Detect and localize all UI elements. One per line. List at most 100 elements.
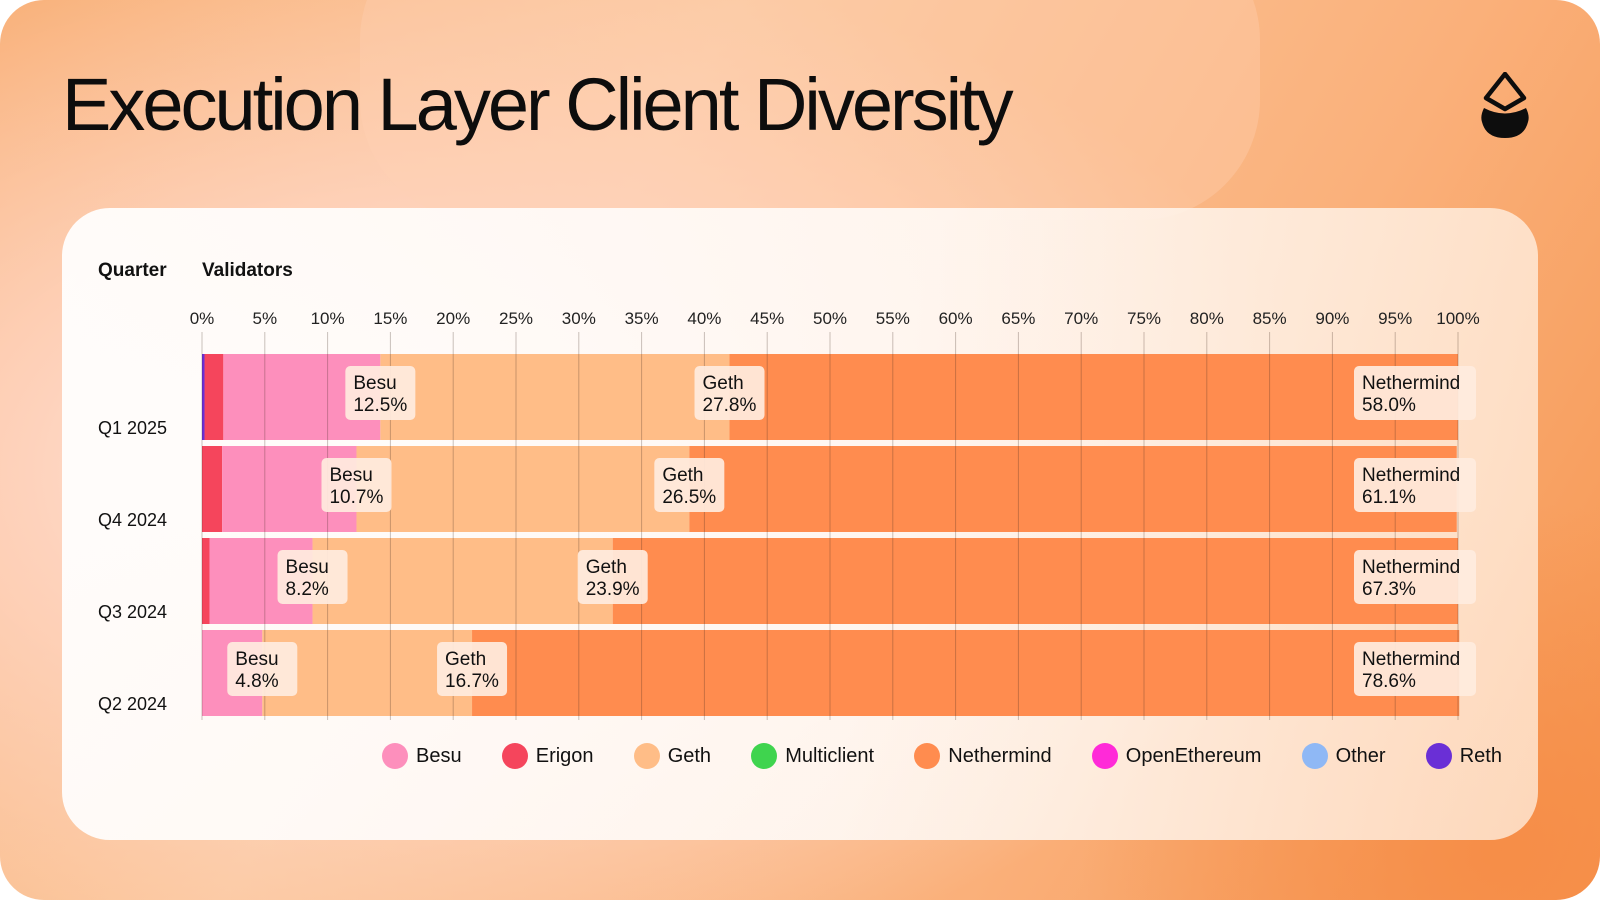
- legend-label: Geth: [667, 744, 712, 767]
- legend-label: Multiclient: [785, 744, 875, 767]
- bar-segment-nethermind: [472, 630, 1460, 716]
- column-header-validators: Validators: [202, 260, 293, 281]
- x-tick-label: 0%: [190, 309, 215, 328]
- data-label-box: [345, 366, 416, 420]
- data-label-box: [437, 642, 508, 696]
- x-tick-label: 40%: [687, 309, 721, 328]
- category-label: Q4 2024: [98, 510, 167, 530]
- legend-swatch: [751, 743, 778, 769]
- x-tick-label: 75%: [1127, 309, 1161, 328]
- data-label-box: [577, 550, 648, 604]
- legend-swatch: [633, 743, 660, 769]
- legend-item: Nethermind: [914, 743, 1052, 769]
- data-label-value: 12.5%: [353, 395, 407, 416]
- data-label-name: Besu: [329, 465, 372, 486]
- data-label-value: 78.6%: [1362, 671, 1416, 692]
- x-tick-label: 100%: [1436, 309, 1479, 328]
- legend-item: Reth: [1425, 743, 1502, 769]
- stacked-bar-chart: 0% 5% 10% 15% 20% 25% 30% 35% 40% 45% 50% 55% 60% 65%…: [98, 309, 1480, 720]
- x-tick-label: 65%: [1001, 309, 1035, 328]
- legend-swatch: [914, 743, 941, 769]
- x-tick-label: 55%: [876, 309, 910, 328]
- x-tick-label: 90%: [1315, 309, 1349, 328]
- x-tick-label: 60%: [939, 309, 973, 328]
- legend-label: Besu: [416, 744, 462, 767]
- data-label-name: Nethermind: [1362, 465, 1460, 486]
- bar-segment-geth: [380, 354, 730, 440]
- page-title: Execution Layer Client Diversity: [62, 63, 1014, 146]
- data-label-name: Geth: [586, 557, 627, 578]
- legend-item: Geth: [633, 743, 712, 769]
- bar-segment-erigon: [204, 354, 224, 440]
- bar-segment-nethermind: [729, 354, 1458, 440]
- bar-segment-erigon: [202, 446, 223, 532]
- x-tick-label: 50%: [813, 309, 847, 328]
- legend-swatch: [1425, 743, 1452, 769]
- data-label-value: 10.7%: [329, 487, 383, 508]
- x-tick-label: 15%: [373, 309, 407, 328]
- data-label-name: Geth: [703, 373, 744, 394]
- column-header-quarter: Quarter: [98, 260, 167, 281]
- data-label-value: 23.9%: [586, 579, 640, 600]
- x-tick-label: 20%: [436, 309, 470, 328]
- legend-label: Nethermind: [948, 744, 1052, 767]
- data-label-name: Besu: [286, 557, 329, 578]
- bar-segment-erigon: [202, 538, 210, 624]
- data-label-box: [1354, 642, 1476, 696]
- legend-swatch: [501, 743, 528, 769]
- data-label-name: Nethermind: [1362, 557, 1460, 578]
- x-tick-label: 45%: [750, 309, 784, 328]
- data-label-name: Nethermind: [1362, 649, 1460, 670]
- data-label-box: [277, 550, 348, 604]
- data-label-name: Nethermind: [1362, 373, 1460, 394]
- x-tick-label: 85%: [1253, 309, 1287, 328]
- data-label-box: [227, 642, 298, 696]
- data-label-name: Geth: [662, 465, 703, 486]
- legend-label: OpenEthereum: [1125, 744, 1262, 767]
- x-tick-label: 10%: [311, 309, 345, 328]
- legend-item: Multiclient: [751, 743, 874, 769]
- data-label-box: [321, 458, 392, 512]
- legend-item: Other: [1301, 743, 1386, 769]
- drop-icon: [1481, 72, 1529, 138]
- bar-segment-nethermind: [689, 446, 1457, 532]
- data-label-box: [1354, 550, 1476, 604]
- legend-swatch: [1301, 743, 1328, 769]
- background-shape: [360, 0, 1260, 220]
- x-tick-label: 35%: [625, 309, 659, 328]
- x-tick-label: 80%: [1190, 309, 1224, 328]
- data-label-name: Besu: [235, 649, 278, 670]
- data-label-name: Besu: [353, 373, 396, 394]
- legend-item: Besu: [382, 743, 462, 769]
- bar-segment-reth: [202, 354, 205, 440]
- chart-card: Quarter Validators 0% 5% 10% 15% 20% 25% 30% 35…: [62, 208, 1538, 840]
- category-label: Q3 2024: [98, 602, 167, 622]
- data-label-name: Geth: [445, 649, 486, 670]
- data-label-value: 26.5%: [662, 487, 716, 508]
- data-label-box: [1354, 366, 1476, 420]
- data-label-box: [694, 366, 765, 420]
- data-label-box: [1354, 458, 1476, 512]
- legend-label: Erigon: [535, 744, 594, 767]
- data-label-value: 61.1%: [1362, 487, 1416, 508]
- legend-label: Other: [1335, 744, 1386, 767]
- bar-segment-geth: [356, 446, 690, 532]
- category-label: Q1 2025: [98, 418, 167, 438]
- x-tick-label: 95%: [1378, 309, 1412, 328]
- legend-label: Reth: [1459, 744, 1502, 767]
- legend-swatch: [382, 743, 408, 769]
- data-label-value: 16.7%: [445, 671, 499, 692]
- x-tick-label: 5%: [253, 309, 278, 328]
- data-label-value: 4.8%: [235, 671, 278, 692]
- bar-segment-nethermind: [612, 538, 1458, 624]
- legend-item: Erigon: [501, 743, 594, 769]
- data-label-value: 8.2%: [286, 579, 329, 600]
- bar-segment-geth: [312, 538, 613, 624]
- data-label-box: [654, 458, 725, 512]
- x-tick-label: 25%: [499, 309, 533, 328]
- x-tick-label: 30%: [562, 309, 596, 328]
- legend-swatch: [1091, 743, 1118, 769]
- data-label-value: 27.8%: [703, 395, 757, 416]
- legend-item: OpenEthereum: [1091, 743, 1262, 769]
- legend: Besu Erigon Geth Multiclient Nethermind OpenE…: [382, 743, 1502, 769]
